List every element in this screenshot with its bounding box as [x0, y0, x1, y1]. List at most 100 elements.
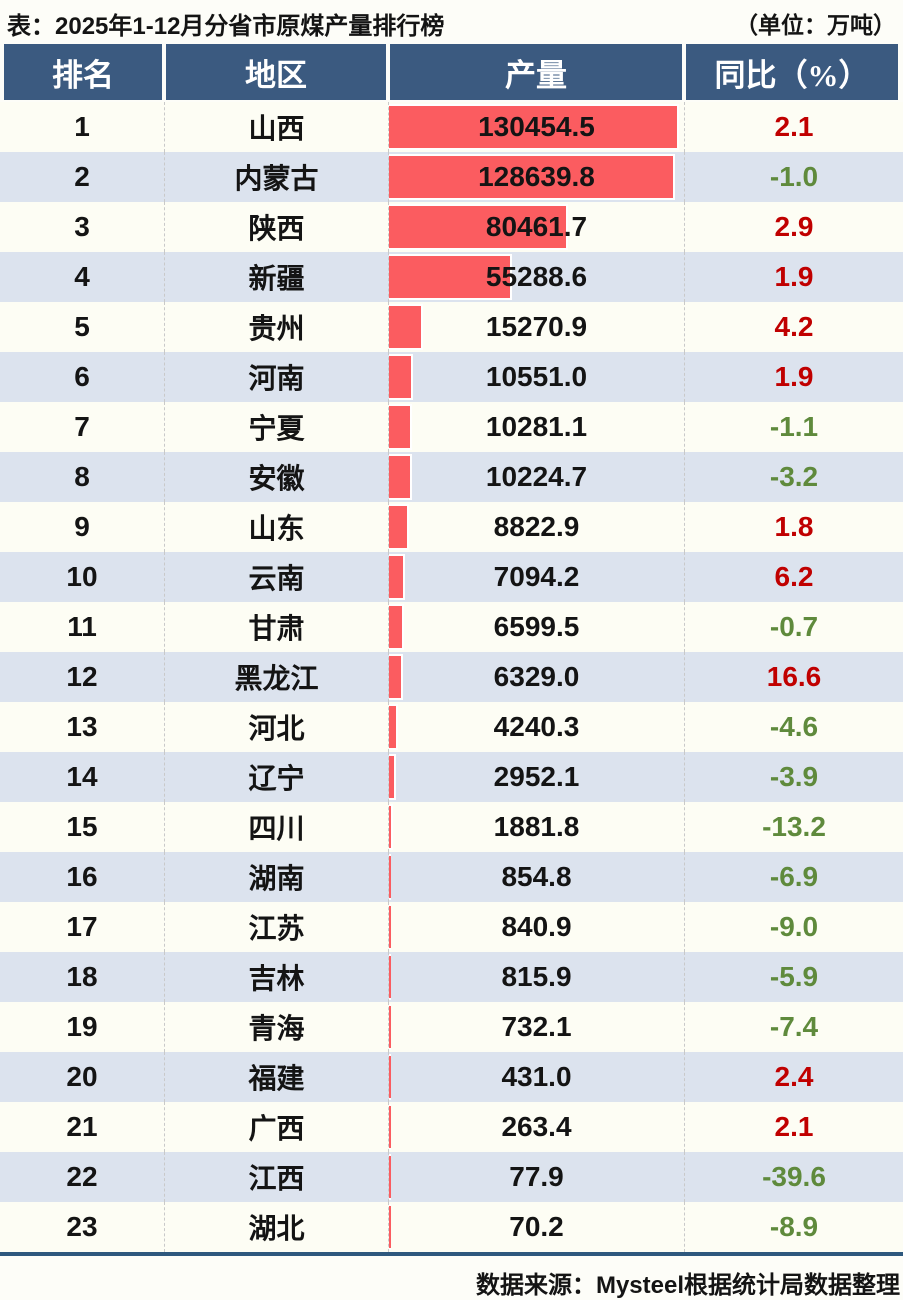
production-bar: [389, 204, 568, 250]
yoy-cell: 2.9: [684, 202, 903, 252]
rank-cell: 14: [66, 761, 98, 792]
yoy-cell: -9.0: [684, 902, 903, 952]
header-yoy: 同比（%）: [686, 44, 898, 100]
rank-cell: 11: [67, 611, 97, 642]
production-value: 2952.1: [493, 761, 580, 792]
production-value: 55288.6: [485, 261, 588, 292]
table-row: 8 安徽 10224.7 -3.2: [0, 452, 903, 502]
rank-cell: 2: [74, 161, 90, 192]
region-cell: 内蒙古: [164, 152, 388, 202]
production-bar: [389, 854, 391, 900]
table-row: 13 河北 4240.3 -4.6: [0, 702, 903, 752]
production-bar: [389, 454, 412, 500]
region-cell: 广西: [164, 1102, 388, 1152]
region-cell: 甘肃: [164, 602, 388, 652]
production-cell: 80461.7: [388, 202, 684, 252]
yoy-cell: -1.0: [684, 152, 903, 202]
table-row: 6 河南 10551.0 1.9: [0, 352, 903, 402]
production-value: 10281.1: [485, 411, 588, 442]
region-cell: 黑龙江: [164, 652, 388, 702]
production-bar: [389, 1204, 391, 1250]
yoy-cell: -0.7: [684, 602, 903, 652]
production-bar: [389, 1004, 391, 1050]
production-bar: [389, 504, 409, 550]
production-bar: [389, 754, 396, 800]
table-row: 12 黑龙江 6329.0 16.6: [0, 652, 903, 702]
production-value: 6329.0: [493, 661, 580, 692]
rank-cell: 16: [66, 861, 98, 892]
region-cell: 湖南: [164, 852, 388, 902]
header-production: 产量: [390, 44, 682, 100]
production-cell: 6599.5: [388, 602, 684, 652]
yoy-cell: 6.2: [684, 552, 903, 602]
production-bar: [389, 104, 679, 150]
production-value: 130454.5: [478, 111, 595, 142]
region-cell: 安徽: [164, 452, 388, 502]
rank-cell: 6: [74, 361, 90, 392]
rank-cell: 13: [66, 711, 98, 742]
production-cell: 263.4: [388, 1102, 684, 1152]
production-bar: [389, 404, 412, 450]
production-value: 854.8: [501, 861, 572, 892]
production-value: 10224.7: [485, 461, 588, 492]
yoy-cell: -13.2: [684, 802, 903, 852]
yoy-cell: 2.4: [684, 1052, 903, 1102]
region-cell: 湖北: [164, 1202, 388, 1252]
region-cell: 河南: [164, 352, 388, 402]
production-cell: 128639.8: [388, 152, 684, 202]
production-value: 6599.5: [493, 611, 580, 642]
production-bar: [389, 704, 399, 750]
region-cell: 陕西: [164, 202, 388, 252]
production-cell: 4240.3: [388, 702, 684, 752]
region-cell: 新疆: [164, 252, 388, 302]
production-cell: 8822.9: [388, 502, 684, 552]
production-cell: 732.1: [388, 1002, 684, 1052]
production-cell: 77.9: [388, 1152, 684, 1202]
yoy-cell: 2.1: [684, 1102, 903, 1152]
rank-cell: 22: [66, 1161, 98, 1192]
rank-cell: 20: [66, 1061, 98, 1092]
rank-cell: 18: [66, 961, 98, 992]
production-value: 70.2: [509, 1211, 564, 1242]
production-value: 4240.3: [493, 711, 580, 742]
footer-divider-line: [0, 1252, 903, 1256]
production-cell: 2952.1: [388, 752, 684, 802]
yoy-cell: -3.9: [684, 752, 903, 802]
table-row: 3 陕西 80461.7 2.9: [0, 202, 903, 252]
table-row: 4 新疆 55288.6 1.9: [0, 252, 903, 302]
production-value: 263.4: [501, 1111, 572, 1142]
yoy-cell: 1.8: [684, 502, 903, 552]
production-value: 10551.0: [485, 361, 588, 392]
region-cell: 江苏: [164, 902, 388, 952]
table-row: 23 湖北 70.2 -8.9: [0, 1202, 903, 1252]
production-value: 15270.9: [485, 311, 588, 342]
production-cell: 10551.0: [388, 352, 684, 402]
region-cell: 江西: [164, 1152, 388, 1202]
rank-cell: 3: [74, 211, 90, 242]
table-row: 21 广西 263.4 2.1: [0, 1102, 903, 1152]
production-cell: 55288.6: [388, 252, 684, 302]
rank-cell: 15: [66, 811, 98, 842]
production-bar: [389, 304, 423, 350]
data-source-note: 数据来源：Mysteel根据统计局数据整理: [475, 1272, 900, 1299]
production-cell: 840.9: [388, 902, 684, 952]
table-row: 11 甘肃 6599.5 -0.7: [0, 602, 903, 652]
production-cell: 6329.0: [388, 652, 684, 702]
rank-cell: 12: [66, 661, 98, 692]
table-header-row: 排名 地区 产量 同比（%）: [0, 44, 903, 100]
yoy-cell: 4.2: [684, 302, 903, 352]
production-value: 128639.8: [478, 161, 595, 192]
region-cell: 青海: [164, 1002, 388, 1052]
production-bar: [389, 654, 404, 700]
rank-cell: 7: [74, 411, 90, 442]
table-row: 22 江西 77.9 -39.6: [0, 1152, 903, 1202]
table-row: 16 湖南 854.8 -6.9: [0, 852, 903, 902]
yoy-cell: -39.6: [684, 1152, 903, 1202]
production-cell: 854.8: [388, 852, 684, 902]
rank-cell: 5: [74, 311, 90, 342]
yoy-cell: 16.6: [684, 652, 903, 702]
production-cell: 130454.5: [388, 102, 684, 152]
header-region: 地区: [166, 44, 386, 100]
yoy-cell: -5.9: [684, 952, 903, 1002]
